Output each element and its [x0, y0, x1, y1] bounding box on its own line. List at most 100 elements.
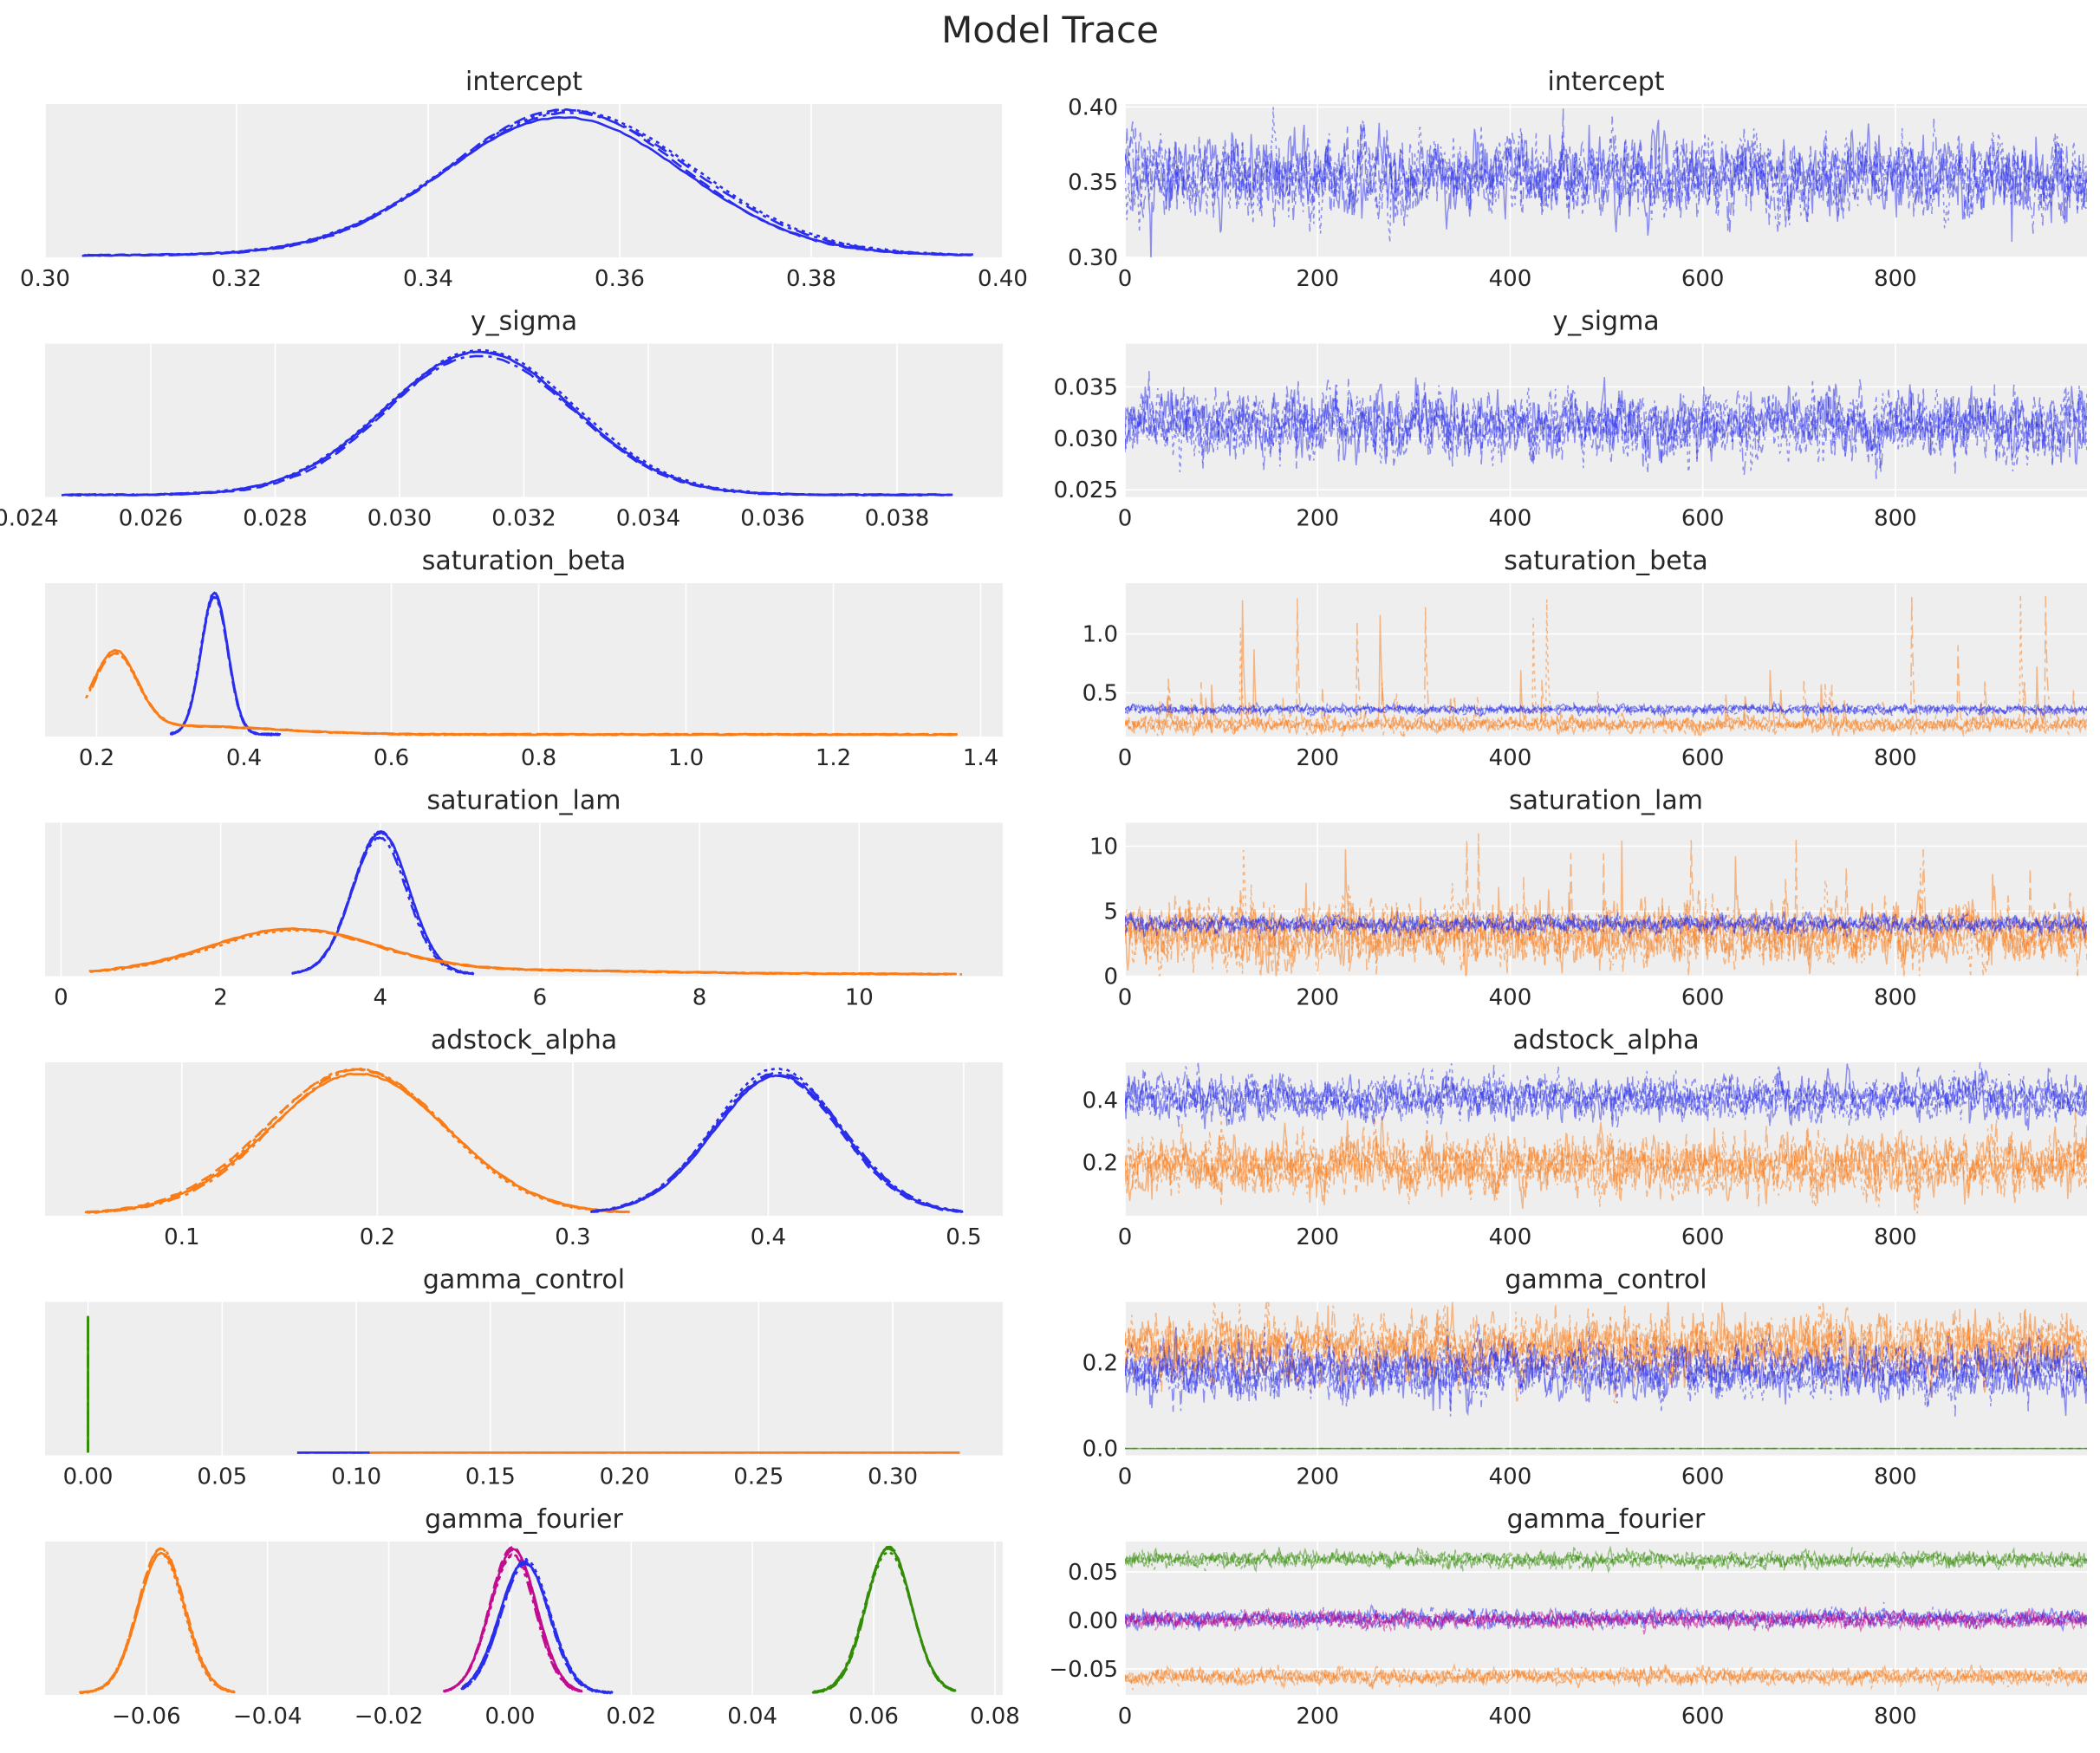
x-tick-label: 0.00 — [63, 1464, 114, 1490]
y-tick-label: 0 — [1103, 964, 1118, 990]
saturation-lam-density-chain-1-3 — [291, 831, 474, 976]
panel-title: saturation_beta — [1504, 546, 1708, 576]
x-tick-label: 0.30 — [20, 266, 70, 292]
x-tick-label: 0.25 — [733, 1464, 783, 1490]
panel-title: intercept — [1548, 67, 1665, 97]
saturation-beta-trace-chain-1-1 — [1125, 600, 2087, 737]
x-tick-label: 0 — [54, 985, 68, 1011]
gamma-fourier-density-panel: gamma_fourier −0.06 −0.04 −0.02 0.00 0.02 0.04… — [45, 1504, 1020, 1730]
x-tick-label: 400 — [1489, 1464, 1532, 1490]
x-tick-label: 600 — [1681, 506, 1725, 532]
gamma-fourier-trace-chain-3-4 — [1125, 1607, 2087, 1635]
x-tick-label: 0.026 — [119, 506, 183, 532]
gamma-control-trace-panel: gamma_control 0 200 400 600 800 0.0 0.2 — [1083, 1265, 2087, 1490]
x-tick-label: 0 — [1118, 1704, 1133, 1730]
adstock-alpha-trace-chain-2-4 — [1125, 1062, 2087, 1127]
panel-title: adstock_alpha — [431, 1025, 617, 1055]
plot-background — [45, 583, 1003, 737]
gamma-fourier-trace-chain-1-4 — [1125, 1548, 2087, 1573]
panel-title: adstock_alpha — [1512, 1025, 1699, 1055]
saturation-lam-density-chain-1-4 — [291, 836, 475, 976]
x-tick-label: 200 — [1296, 1704, 1339, 1730]
y-tick-label: 0.35 — [1068, 170, 1118, 196]
y-tick-label: 0.30 — [1068, 245, 1118, 271]
x-tick-label: 800 — [1874, 1704, 1917, 1730]
saturation-beta-density-chain-2-4 — [88, 650, 958, 737]
x-tick-label: −0.02 — [354, 1704, 424, 1730]
x-tick-label: 800 — [1874, 506, 1917, 532]
x-tick-label: 0.10 — [331, 1464, 381, 1490]
x-tick-label: 0.036 — [740, 506, 804, 532]
y-tick-label: −0.05 — [1049, 1657, 1118, 1683]
x-tick-label: 0.08 — [970, 1704, 1020, 1730]
x-tick-label: 0.1 — [164, 1224, 199, 1250]
x-tick-label: 0.038 — [865, 506, 929, 532]
adstock-alpha-trace-chain-1-3 — [1125, 1114, 2087, 1214]
x-tick-label: 0 — [1118, 266, 1133, 292]
x-tick-label: 0.30 — [868, 1464, 918, 1490]
saturation-lam-trace-chain-1-4 — [1125, 837, 2087, 977]
panel-title: intercept — [465, 67, 582, 97]
y-tick-label: 0.5 — [1083, 681, 1118, 707]
x-tick-label: 0.2 — [79, 745, 114, 771]
y-sigma-density-chain-1-4 — [67, 354, 950, 497]
plot-background — [45, 1302, 1003, 1456]
y-tick-label: 10 — [1089, 834, 1118, 860]
x-tick-label: 8 — [692, 985, 707, 1011]
x-tick-label: 1.4 — [963, 745, 998, 771]
x-tick-label: 600 — [1681, 1224, 1725, 1250]
x-tick-label: 200 — [1296, 1224, 1339, 1250]
saturation-lam-density-chain-2-4 — [96, 927, 952, 976]
saturation-beta-trace-panel: saturation_beta 0 200 400 600 800 0.5 1.0 — [1083, 546, 2087, 771]
saturation-lam-density-panel: saturation_lam 0 2 4 6 8 10 — [45, 786, 1003, 1011]
adstock-alpha-density-chain-1-4 — [86, 1068, 629, 1214]
plot-background — [45, 1062, 1003, 1216]
intercept-density-chain-1-3 — [83, 108, 968, 257]
x-tick-label: 800 — [1874, 266, 1917, 292]
x-tick-label: 400 — [1489, 1704, 1532, 1730]
gamma-fourier-trace-chain-4-3 — [1125, 1663, 2087, 1691]
intercept-density-panel: intercept 0.30 0.32 0.34 0.36 0.38 0.40 — [20, 67, 1028, 292]
y-tick-label: 0.40 — [1068, 94, 1118, 120]
adstock-alpha-density-chain-1-1 — [84, 1072, 623, 1214]
x-tick-label: 0.030 — [367, 506, 432, 532]
x-tick-label: 400 — [1489, 506, 1532, 532]
x-tick-label: 0 — [1118, 745, 1133, 771]
saturation-lam-density-marks — [88, 830, 963, 976]
adstock-alpha-trace-chain-2-3 — [1125, 1062, 2087, 1126]
x-tick-label: 400 — [1489, 266, 1532, 292]
x-tick-label: 0.3 — [555, 1224, 590, 1250]
x-tick-label: 0.04 — [727, 1704, 777, 1730]
gamma-control-density-marks — [87, 1315, 960, 1454]
x-tick-label: 0 — [1118, 1464, 1133, 1490]
x-tick-label: 800 — [1874, 1224, 1917, 1250]
x-tick-label: 800 — [1874, 1464, 1917, 1490]
x-tick-label: −0.06 — [112, 1704, 181, 1730]
x-tick-label: 0.40 — [978, 266, 1028, 292]
x-tick-label: 0.2 — [360, 1224, 395, 1250]
x-tick-label: 600 — [1681, 1704, 1725, 1730]
gamma-fourier-density-chain-1-3 — [79, 1552, 235, 1695]
gamma-control-trace-marks — [1125, 1302, 2087, 1450]
x-tick-label: 4 — [373, 985, 387, 1011]
y-tick-label: 1.0 — [1083, 622, 1118, 648]
x-tick-label: 2 — [213, 985, 228, 1011]
y-tick-label: 0.030 — [1054, 426, 1118, 452]
gamma-fourier-density-chain-4-4 — [812, 1546, 957, 1694]
panel-title: gamma_control — [423, 1265, 625, 1295]
x-tick-label: 0.20 — [600, 1464, 650, 1490]
x-tick-label: 600 — [1681, 1464, 1725, 1490]
panel-title: saturation_beta — [422, 546, 627, 576]
x-tick-label: 400 — [1489, 1224, 1532, 1250]
saturation-beta-trace-chain-1-2 — [1125, 598, 2087, 737]
x-tick-label: 600 — [1681, 745, 1725, 771]
gamma-control-trace-chain-3-3 — [1125, 1327, 2087, 1417]
x-tick-label: 1.2 — [816, 745, 851, 771]
x-tick-label: 200 — [1296, 985, 1339, 1011]
y-sigma-trace-chain-1-4 — [1125, 379, 2087, 476]
y-tick-label: 0.00 — [1068, 1608, 1118, 1634]
gamma-control-trace-chain-2-4 — [1125, 1302, 2087, 1406]
y-tick-label: 5 — [1103, 899, 1118, 925]
